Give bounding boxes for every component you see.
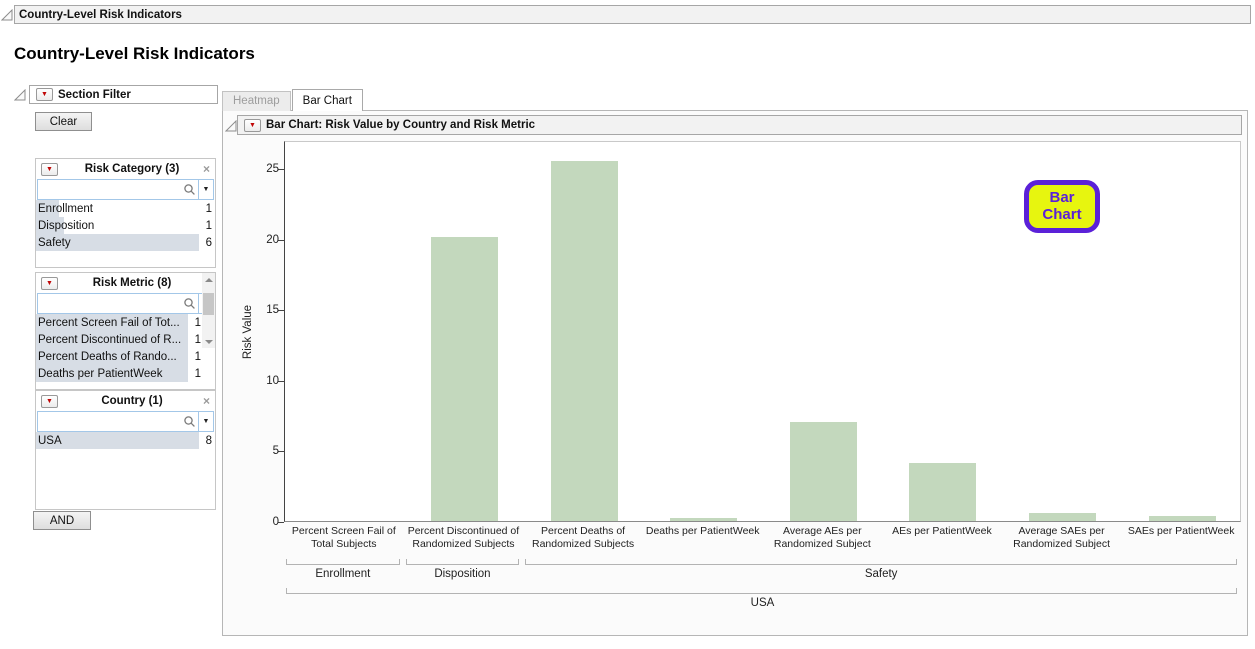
search-icon (184, 416, 195, 427)
filter-search-input[interactable]: ▼ (37, 411, 214, 432)
item-count: 1 (205, 219, 212, 232)
section-filter-header[interactable]: ▼ Section Filter (29, 85, 218, 104)
list-item[interactable]: Deaths per PatientWeek 1 (36, 365, 204, 382)
bar-3[interactable] (670, 518, 738, 521)
country-bracket (286, 588, 1237, 594)
item-count: 1 (205, 202, 212, 215)
list-item[interactable]: Enrollment 1 (36, 200, 215, 217)
chart-title: Bar Chart: Risk Value by Country and Ris… (266, 119, 536, 131)
item-count: 6 (205, 236, 212, 249)
filter-box-risk-metric: ▼Risk Metric (8)×▼Percent Screen Fail of… (35, 272, 216, 390)
x-tick-label: Average SAEs per Randomized Subject (1013, 525, 1110, 551)
filter-title: Risk Metric (8) (92, 277, 172, 289)
y-tick (278, 380, 284, 382)
filter-search-input[interactable]: ▼ (37, 293, 214, 314)
bar-7[interactable] (1148, 516, 1216, 521)
red-triangle-menu-icon[interactable]: ▼ (41, 162, 58, 176)
filter-title: Country (1) (101, 395, 163, 407)
filter-title: Risk Category (3) (84, 163, 180, 175)
y-tick (278, 239, 284, 241)
disclosure-triangle-icon[interactable] (0, 8, 13, 21)
group-bracket (525, 559, 1237, 565)
scroll-down-icon[interactable] (202, 335, 215, 348)
window-outline-bar[interactable]: Country-Level Risk Indicators (14, 5, 1251, 24)
bar-4[interactable] (789, 422, 857, 521)
group-bracket (286, 559, 400, 565)
tab-heatmap[interactable]: Heatmap (222, 91, 291, 111)
bar-2[interactable] (550, 161, 618, 521)
list-item[interactable]: Percent Deaths of Rando... 1 (36, 348, 204, 365)
scrollbar-thumb[interactable] (203, 293, 214, 315)
y-tick-label: 25 (266, 163, 279, 176)
y-tick (278, 310, 284, 312)
country-label: USA (750, 597, 775, 609)
group-label: Disposition (434, 568, 491, 580)
plot-area: Bar Chart (284, 141, 1241, 522)
y-tick (278, 451, 284, 453)
item-count: 1 (194, 316, 201, 329)
search-icon (184, 298, 195, 309)
x-tick-label: Average AEs per Randomized Subject (773, 525, 871, 551)
bar-chart-panel: ▼ Bar Chart: Risk Value by Country and R… (222, 110, 1248, 636)
y-tick (278, 522, 284, 523)
list-item[interactable]: Disposition 1 (36, 217, 215, 234)
dropdown-arrow-icon[interactable]: ▼ (198, 412, 213, 431)
group-label: Safety (864, 568, 898, 580)
filter-box-country: ▼ Country (1) × ▼ USA 8 (35, 390, 216, 510)
disclosure-triangle-icon[interactable] (13, 88, 26, 101)
page-title: Country-Level Risk Indicators (14, 44, 255, 63)
scroll-up-icon[interactable] (202, 273, 215, 286)
list-item[interactable]: Safety 6 (36, 234, 215, 251)
and-button[interactable]: AND (33, 511, 91, 530)
y-tick-label: 20 (266, 233, 279, 246)
close-icon[interactable]: × (202, 162, 210, 176)
clear-button[interactable]: Clear (35, 112, 92, 131)
x-tick-label: SAEs per PatientWeek (1127, 525, 1235, 537)
scrollbar[interactable] (202, 273, 215, 348)
x-tick-label: Percent Discontinued of Randomized Subjec… (407, 525, 520, 551)
red-triangle-menu-icon[interactable]: ▼ (41, 394, 58, 408)
red-triangle-menu-icon[interactable]: ▼ (41, 276, 58, 290)
y-tick-label: 5 (272, 445, 279, 458)
x-tick-label: Percent Screen Fail of Total Subjects (291, 525, 396, 551)
list-item[interactable]: Percent Screen Fail of Tot... 1 (36, 314, 204, 331)
bar-chart-annotation[interactable]: Bar Chart (1024, 180, 1100, 233)
y-tick (278, 169, 284, 171)
close-icon[interactable]: × (202, 394, 210, 408)
tab-bar-chart[interactable]: Bar Chart (291, 89, 363, 111)
tab-bar: Heatmap Bar Chart (222, 88, 364, 111)
search-icon (184, 184, 195, 195)
filter-search-input[interactable]: ▼ (37, 179, 214, 200)
y-tick-label: 15 (266, 304, 279, 317)
item-count: 1 (194, 367, 201, 380)
chart-outline-bar[interactable]: ▼ Bar Chart: Risk Value by Country and R… (237, 115, 1242, 135)
disclosure-triangle-icon[interactable] (224, 119, 237, 132)
y-tick-label: 0 (272, 516, 279, 528)
red-triangle-menu-icon[interactable]: ▼ (244, 118, 261, 132)
group-bracket (405, 559, 520, 565)
window-title: Country-Level Risk Indicators (19, 8, 182, 21)
x-tick-label: Percent Deaths of Randomized Subjects (531, 525, 635, 551)
bar-6[interactable] (1029, 513, 1097, 521)
red-triangle-menu-icon[interactable]: ▼ (36, 88, 53, 101)
dropdown-arrow-icon[interactable]: ▼ (198, 180, 213, 199)
item-count: 1 (194, 333, 201, 346)
y-tick-label: 10 (266, 374, 279, 387)
list-item[interactable]: USA 8 (36, 432, 215, 449)
section-filter-title: Section Filter (58, 88, 131, 101)
item-count: 1 (194, 350, 201, 363)
filter-box-risk-category: ▼ Risk Category (3) × ▼ Enrollment 1 Dispositi… (35, 158, 216, 268)
x-tick-label: Deaths per PatientWeek (645, 525, 760, 537)
bar-5[interactable] (909, 463, 977, 521)
bar-1[interactable] (430, 237, 498, 521)
item-count: 8 (205, 434, 212, 447)
group-label: Enrollment (315, 568, 371, 580)
list-item[interactable]: Percent Discontinued of R... 1 (36, 331, 204, 348)
x-tick-label: AEs per PatientWeek (892, 525, 992, 537)
y-axis-label: Risk Value (242, 304, 254, 359)
